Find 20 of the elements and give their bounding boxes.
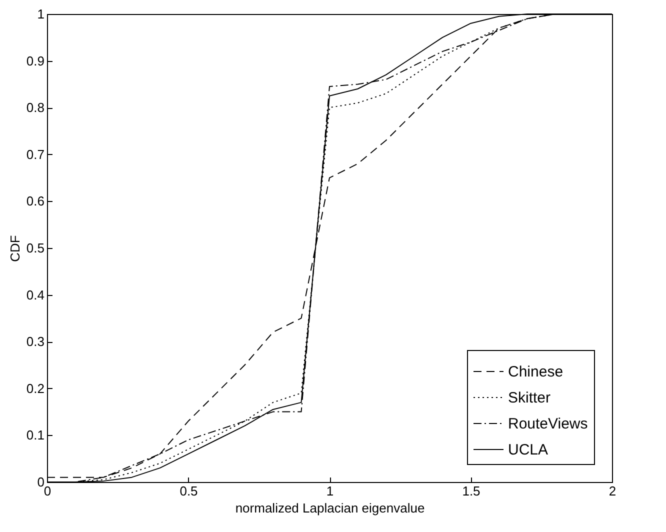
y-tick-label: 0.8 [26,100,44,116]
x-tick-label: 0.5 [180,484,198,498]
y-tick-label: 0.9 [26,53,44,68]
x-axis-title: normalized Laplacian eigenvalue [235,500,425,516]
x-tick-label: 1 [326,484,334,498]
y-tick-label: 0.2 [26,380,44,396]
y-tick-label: 0.4 [26,287,44,302]
y-tick-label: 0.1 [26,428,44,443]
y-tick-label: 1 [37,6,44,22]
y-axis-title: CDF [7,235,22,262]
y-tick-label: 0.5 [26,240,44,256]
legend-label: RouteViews [508,416,588,432]
y-tick-label: 0.6 [26,194,44,209]
legend-label: Skitter [508,390,551,406]
x-tick-label: 2 [608,484,616,498]
x-tick-label: 1.5 [462,484,480,498]
y-tick-label: 0.3 [26,334,44,350]
legend-label: Chinese [508,364,564,380]
y-tick-label: 0.7 [26,146,44,162]
legend-label: UCLA [508,442,548,458]
